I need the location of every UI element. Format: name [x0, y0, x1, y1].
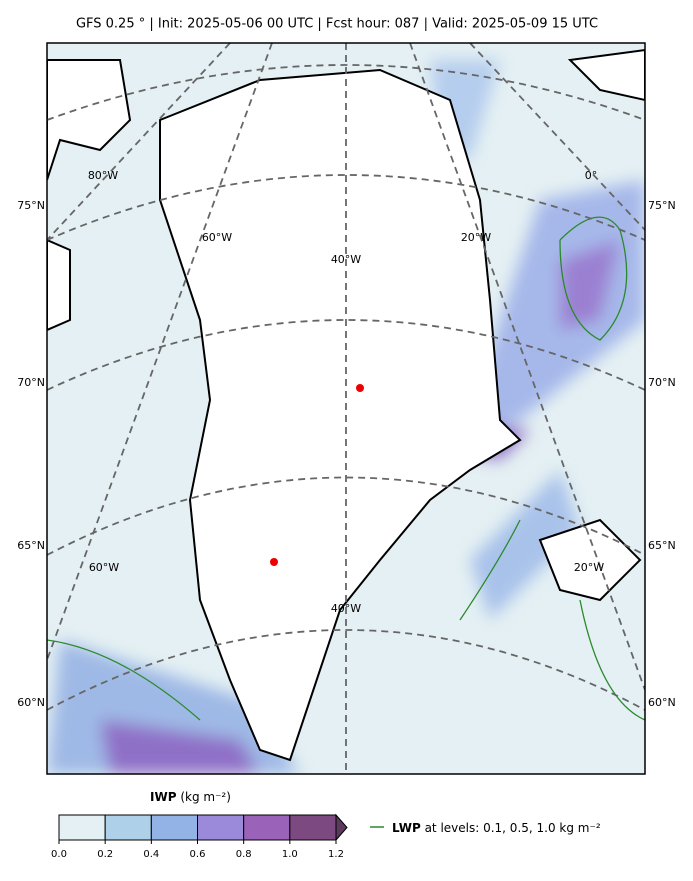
lat-label: 75°N: [648, 199, 676, 212]
iwp-field: [47, 60, 645, 774]
lat-label: 75°N: [17, 199, 45, 212]
colorbar-tick-label: 0.8: [236, 849, 252, 860]
lon-label: 40°W: [331, 253, 361, 266]
colorbar-tick-label: 0.6: [190, 849, 206, 860]
lon-label: 20°W: [574, 561, 604, 574]
lon-label: 80°W: [88, 169, 118, 182]
lat-label: 70°N: [17, 376, 45, 389]
lat-label: 65°N: [648, 539, 676, 552]
legend-text: at levels: 0.1, 0.5, 1.0 kg m⁻²: [425, 821, 601, 835]
graticule: [47, 43, 645, 774]
title: GFS 0.25 ° | Init: 2025-05-06 00 UTC | F…: [76, 17, 598, 32]
colorbar-segment: [58, 814, 106, 841]
coast: [47, 48, 645, 602]
lwp-contours: [47, 216, 645, 721]
colorbar-title: IWP (kg m⁻²): [150, 790, 231, 804]
marker: [270, 558, 278, 566]
lon-label: 40°W: [331, 602, 361, 615]
lat-label: 70°N: [648, 376, 676, 389]
lon-label: 60°W: [89, 561, 119, 574]
colorbar-tick-label: 1.0: [282, 849, 298, 860]
colorbar-segment: [243, 814, 291, 841]
legend: LWP at levels: 0.1, 0.5, 1.0 kg m⁻²: [392, 821, 601, 835]
map-frame: [46, 42, 646, 775]
lat-label: 60°N: [17, 696, 45, 709]
colorbar-unit: (kg m⁻²): [180, 790, 231, 804]
lat-label: 60°N: [648, 696, 676, 709]
lon-label: 20°W: [461, 231, 491, 244]
colorbar-segment: [289, 814, 337, 841]
greenland: [159, 68, 522, 762]
lon-label: 60°W: [202, 231, 232, 244]
lon-label: 0°: [585, 169, 598, 182]
colorbar-segment: [104, 814, 152, 841]
colorbar-tick-label: 0.4: [143, 849, 159, 860]
colorbar-tick-label: 0.0: [51, 849, 67, 860]
colorbar-extend: [335, 813, 348, 842]
legend-name: LWP: [392, 821, 421, 835]
map: [47, 43, 645, 774]
colorbar-name: IWP: [150, 790, 177, 804]
colorbar-segment: [150, 814, 198, 841]
lat-label: 65°N: [17, 539, 45, 552]
colorbar-segment: [197, 814, 245, 841]
colorbar: 0.0 0.2 0.4 0.6 0.8 1.0 1.2: [51, 813, 348, 860]
colorbar-tick-label: 0.2: [97, 849, 113, 860]
marker: [356, 384, 364, 392]
colorbar-tick-label: 1.2: [328, 849, 344, 860]
